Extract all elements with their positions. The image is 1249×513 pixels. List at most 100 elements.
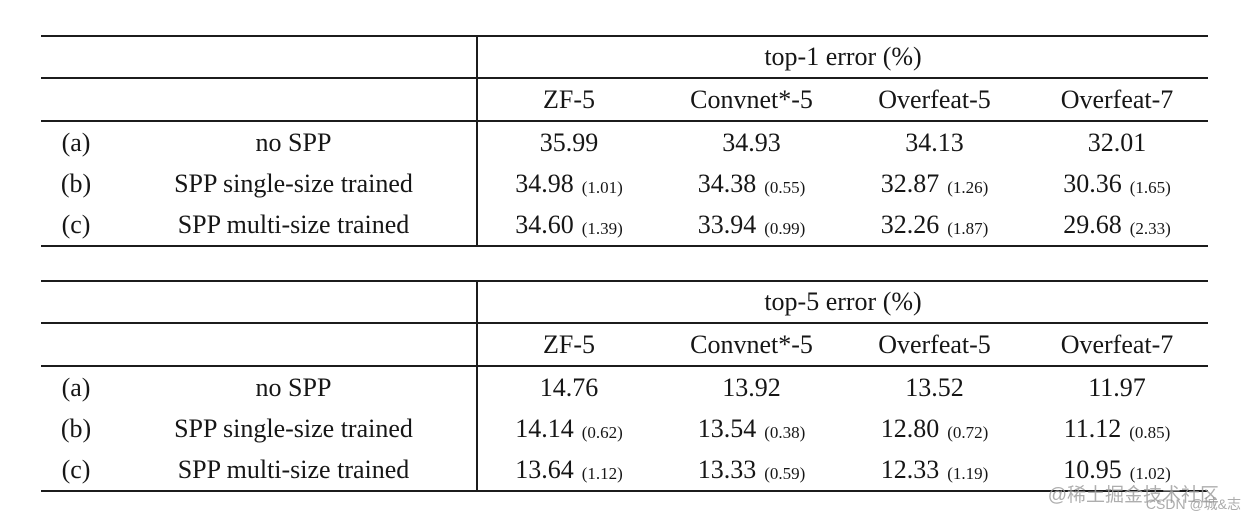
empty-header-cell — [41, 78, 477, 122]
table-cell: 34.98 (1.01) — [476, 163, 660, 204]
table-cell: 13.92 — [660, 366, 843, 408]
std-value: (2.33) — [1129, 218, 1171, 238]
std-value: (0.62) — [581, 422, 623, 442]
table-row: (b) SPP single-size trained 34.98 (1.01) … — [41, 163, 1208, 204]
table-title: top-1 error (%) — [476, 35, 1208, 79]
value: 13.52 — [905, 372, 964, 402]
table-cell: 34.93 — [660, 121, 843, 163]
table-title: top-5 error (%) — [476, 280, 1208, 324]
table-cell: 12.80 (0.72) — [843, 408, 1026, 449]
juejin-watermark: @稀土掘金技术社区 — [1047, 485, 1219, 506]
std-value: (0.38) — [764, 422, 806, 442]
empty-header-cell — [41, 323, 477, 367]
value: 14.76 — [539, 372, 599, 402]
std-value: (1.39) — [581, 218, 623, 238]
table-cell: 13.33 (0.59) — [660, 449, 843, 492]
std-value: (0.55) — [764, 177, 806, 197]
table-cell: 12.33 (1.19) — [843, 449, 1026, 492]
table-title-row: top-1 error (%) — [41, 35, 1208, 79]
top1-error-table: top-1 error (%) ZF-5 Convnet*-5 Overfeat… — [41, 35, 1208, 247]
std-value: (0.85) — [1129, 422, 1171, 442]
table-cell: 29.68 (2.33) — [1026, 204, 1208, 247]
table-cell: 11.97 — [1026, 366, 1208, 408]
results-table-top1: top-1 error (%) ZF-5 Convnet*-5 Overfeat… — [41, 35, 1208, 247]
value: 32.01 — [1087, 127, 1147, 157]
column-header: Convnet*-5 — [660, 323, 843, 367]
table-cell: 34.38 (0.55) — [660, 163, 843, 204]
value: 32.26 — [880, 209, 940, 239]
table-cell: 35.99 — [476, 121, 660, 163]
column-header-row: ZF-5 Convnet*-5 Overfeat-5 Overfeat-7 — [41, 78, 1208, 122]
row-key: (c) — [41, 204, 111, 247]
std-value: (1.02) — [1129, 463, 1171, 483]
method-label: SPP single-size trained — [174, 168, 413, 198]
column-header: Convnet*-5 — [660, 78, 843, 122]
value: 13.33 — [697, 454, 757, 484]
table-cell: 14.76 — [476, 366, 660, 408]
method-label: SPP multi-size trained — [111, 204, 477, 247]
std-value: (0.72) — [947, 422, 989, 442]
table-cell: 10.95 (1.02) — [1026, 449, 1208, 492]
table-cell: 32.01 — [1026, 121, 1208, 163]
value: 34.13 — [905, 127, 964, 157]
value: 34.93 — [722, 127, 781, 157]
std-value: (1.65) — [1129, 177, 1171, 197]
column-header: Overfeat-5 — [843, 323, 1026, 367]
std-value: (1.12) — [581, 463, 623, 483]
column-header: ZF-5 — [476, 323, 660, 367]
value: 34.60 — [515, 209, 574, 239]
row-key: (a) — [61, 127, 91, 157]
table-cell: 13.52 — [843, 366, 1026, 408]
top5-error-table: top-5 error (%) ZF-5 Convnet*-5 Overfeat… — [41, 280, 1208, 492]
empty-header-cell — [41, 280, 477, 324]
table-cell: 13.54 (0.38) — [660, 408, 843, 449]
value: 13.92 — [722, 372, 781, 402]
table-cell: 32.26 (1.87) — [843, 204, 1026, 247]
column-header: ZF-5 — [476, 78, 660, 122]
value: 11.12 — [1063, 413, 1122, 443]
table-cell: 34.60 (1.39) — [476, 204, 660, 247]
table-title-row: top-5 error (%) — [41, 280, 1208, 324]
column-header: Overfeat-7 — [1026, 78, 1208, 122]
value: 10.95 — [1063, 454, 1122, 484]
row-key: (a) — [61, 372, 91, 402]
table-cell: 30.36 (1.65) — [1026, 163, 1208, 204]
std-value: (0.59) — [764, 463, 806, 483]
value: 35.99 — [539, 127, 599, 157]
row-key: (b) — [60, 168, 92, 198]
table-cell: 13.64 (1.12) — [476, 449, 660, 492]
row-key: (c) — [41, 449, 111, 492]
table-row: (c) SPP multi-size trained 13.64 (1.12) 1… — [41, 449, 1208, 492]
std-value: (1.01) — [581, 177, 623, 197]
table-row: (a) no SPP 14.76 13.92 13.52 11.97 — [41, 366, 1208, 408]
method-label: SPP single-size trained — [174, 413, 413, 443]
value: 32.87 — [880, 168, 940, 198]
value: 13.64 — [515, 454, 574, 484]
method-label: SPP multi-size trained — [111, 449, 477, 492]
table-cell: 34.13 — [843, 121, 1026, 163]
std-value: (1.19) — [947, 463, 989, 483]
value: 13.54 — [697, 413, 757, 443]
csdn-watermark: CSDN @城&志 — [1145, 496, 1241, 512]
column-header-row: ZF-5 Convnet*-5 Overfeat-5 Overfeat-7 — [41, 323, 1208, 367]
std-value: (1.26) — [947, 177, 989, 197]
value: 33.94 — [697, 209, 757, 239]
value: 11.97 — [1088, 372, 1146, 402]
table-cell: 14.14 (0.62) — [476, 408, 660, 449]
value: 34.98 — [515, 168, 574, 198]
std-value: (1.87) — [947, 218, 989, 238]
results-table-top5: top-5 error (%) ZF-5 Convnet*-5 Overfeat… — [41, 280, 1208, 492]
table-cell: 32.87 (1.26) — [843, 163, 1026, 204]
column-header: Overfeat-7 — [1026, 323, 1208, 367]
table-cell: 11.12 (0.85) — [1026, 408, 1208, 449]
value: 12.33 — [880, 454, 940, 484]
table-cell: 33.94 (0.99) — [660, 204, 843, 247]
table-row: (c) SPP multi-size trained 34.60 (1.39) 3… — [41, 204, 1208, 247]
value: 30.36 — [1063, 168, 1122, 198]
row-key: (b) — [60, 413, 92, 443]
value: 29.68 — [1063, 209, 1122, 239]
value: 34.38 — [697, 168, 757, 198]
empty-header-cell — [41, 35, 477, 79]
value: 12.80 — [880, 413, 940, 443]
